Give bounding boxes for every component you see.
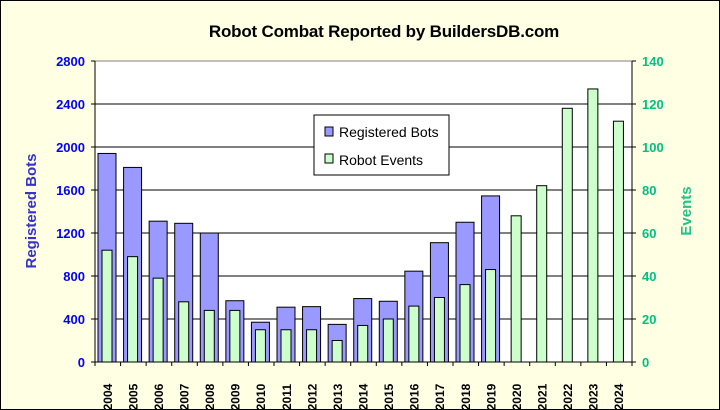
bar-robot-events <box>178 301 190 363</box>
x-tick-label: 2012 <box>305 383 319 410</box>
x-tick-label: 2019 <box>484 383 498 410</box>
x-tick-label: 2016 <box>408 383 422 410</box>
x-tick-label: 2008 <box>203 383 217 410</box>
left-tick-label: 2000 <box>56 140 85 155</box>
x-tick-label: 2023 <box>587 383 601 410</box>
x-tick-label: 2004 <box>101 383 115 410</box>
bar-robot-events <box>382 318 394 363</box>
x-tick-label: 2022 <box>561 383 575 410</box>
bar-robot-events <box>459 284 471 363</box>
right-tick-label: 140 <box>642 54 664 69</box>
x-tick-label: 2010 <box>254 383 268 410</box>
bar-robot-events <box>612 120 624 363</box>
bar-robot-events <box>536 185 548 363</box>
bar-robot-events <box>306 329 318 363</box>
legend: Registered Bots Robot Events <box>313 114 450 176</box>
bar-robot-events <box>408 305 420 363</box>
bars <box>97 88 624 363</box>
x-tick-label: 2018 <box>459 383 473 410</box>
x-tick-label: 2015 <box>382 383 396 410</box>
right-tick-label: 100 <box>642 140 664 155</box>
x-tick-label: 2017 <box>433 383 447 410</box>
left-tick-label: 1600 <box>56 183 85 198</box>
x-tick-label: 2013 <box>331 383 345 410</box>
x-tick-label: 2021 <box>536 383 550 410</box>
legend-swatch-robot-events <box>324 153 334 164</box>
legend-label-robot-events: Robot Events <box>339 152 423 168</box>
bar-robot-events <box>485 269 497 363</box>
x-tick-label: 2006 <box>152 383 166 410</box>
right-tick-label: 120 <box>642 97 664 112</box>
right-tick-label: 20 <box>642 312 656 327</box>
bar-robot-events <box>127 256 139 363</box>
y-axis-label-right: Events <box>678 186 695 235</box>
left-tick-label: 800 <box>63 269 85 284</box>
x-tick-label: 2007 <box>178 383 192 410</box>
bar-robot-events <box>229 309 241 363</box>
x-tick-label: 2020 <box>510 383 524 410</box>
bar-robot-events <box>280 329 292 363</box>
left-tick-label: 2800 <box>56 54 85 69</box>
tick-labels: 0 400 800 1200 1600 2000 2400 2800 0 20 40 60 80 100 1… <box>56 54 664 410</box>
bar-robot-events <box>203 309 215 363</box>
bar-robot-events <box>331 340 343 363</box>
left-tick-label: 1200 <box>56 226 85 241</box>
bar-robot-events <box>510 215 522 363</box>
axes <box>94 61 633 363</box>
chart-title: Robot Combat Reported by BuildersDB.com <box>209 22 559 41</box>
right-tick-label: 40 <box>642 269 656 284</box>
bar-robot-events <box>561 107 573 363</box>
x-tick-label: 2014 <box>357 383 371 410</box>
right-tick-label: 60 <box>642 226 656 241</box>
bar-robot-events <box>152 277 164 363</box>
right-tick-label: 80 <box>642 183 656 198</box>
bar-robot-events <box>433 297 445 363</box>
left-tick-label: 0 <box>78 355 85 370</box>
legend-label-registered-bots: Registered Bots <box>339 124 439 140</box>
legend-swatch-registered-bots <box>324 126 334 137</box>
x-tick-label: 2011 <box>280 384 294 410</box>
right-tick-label: 0 <box>642 355 649 370</box>
x-tick-label: 2024 <box>612 383 626 410</box>
y-axis-label-left: Registered Bots <box>23 153 40 268</box>
left-tick-label: 2400 <box>56 97 85 112</box>
x-tick-label: 2005 <box>126 383 140 410</box>
bar-robot-events <box>357 324 369 363</box>
legend-box <box>313 114 450 176</box>
x-tick-label: 2009 <box>229 383 243 410</box>
bar-robot-events <box>101 249 113 363</box>
bar-robot-events <box>587 88 599 363</box>
left-tick-label: 400 <box>63 312 85 327</box>
bar-robot-events <box>254 329 266 363</box>
